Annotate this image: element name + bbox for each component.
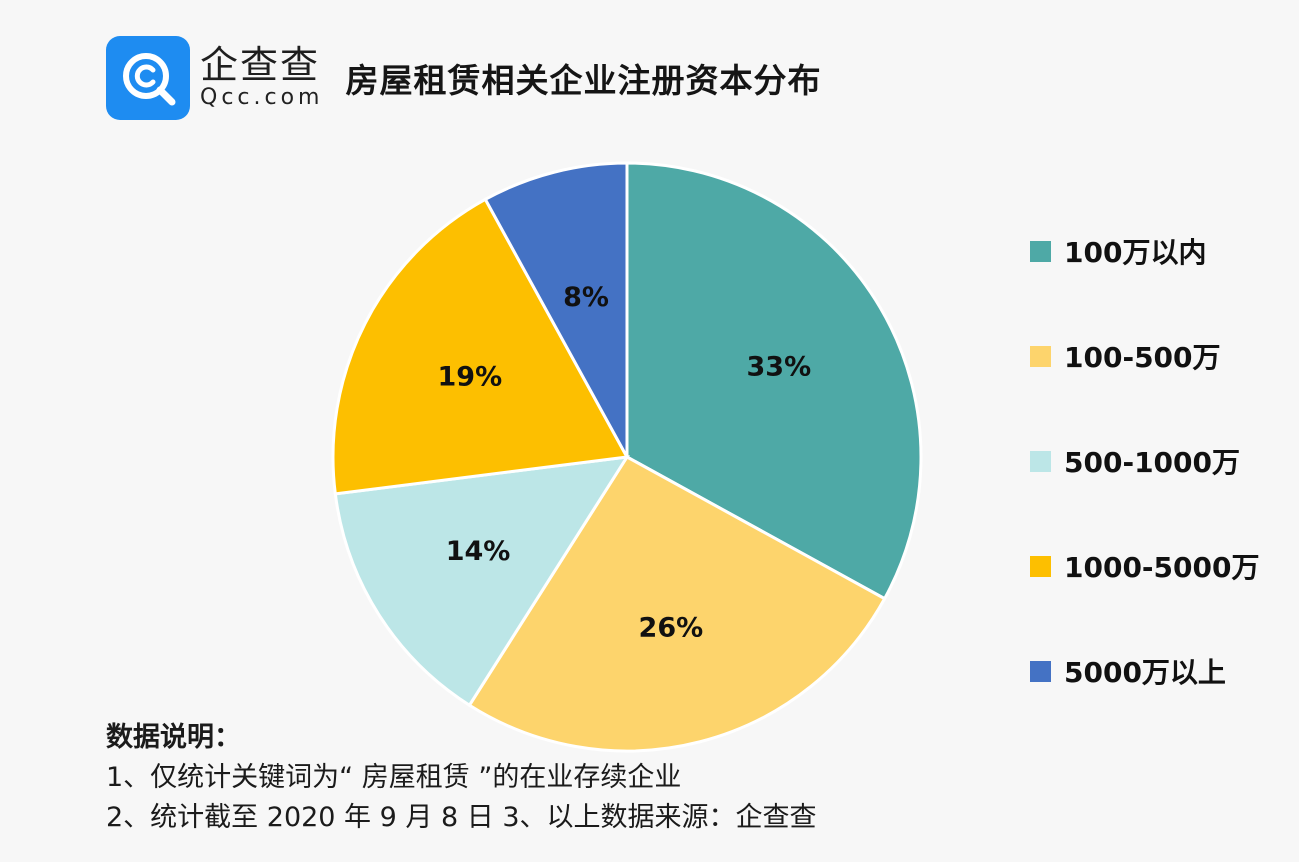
slice-100-500w [467,455,887,753]
chart-title: 房屋租赁相关企业注册资本分布 [345,61,822,100]
legend-label: 100万以内 [1064,236,1207,269]
pie-data-label: 33% [747,352,812,383]
data-notes: 数据说明： 1、仅统计关键词为“ 房屋租赁 ”的在业存续企业 2、统计截至 20… [106,718,817,838]
pie-data-label: 14% [446,536,511,567]
legend-swatch [1030,345,1051,367]
legend: 100万以内 100-500万 500-1000万 1000-5000万 500… [1030,226,1295,751]
logo-text: 企查查 Qcc.com [200,36,324,120]
header: 企查查 Qcc.com 房屋租赁相关企业注册资本分布 [106,36,822,120]
pie-data-labels: 33% 26% 14% 19% 8% [438,282,812,643]
pie-slices [331,161,923,753]
legend-label: 500-1000万 [1064,446,1240,479]
pie-data-label: 26% [639,612,704,643]
legend-label: 1000-5000万 [1064,551,1260,584]
slice-500-1000w [333,455,630,708]
qcc-logo-icon [106,36,190,120]
notes-heading: 数据说明： [106,722,241,753]
pie-data-label: 8% [563,282,609,313]
legend-swatch [1030,240,1051,262]
logo-name: 企查查 [200,43,321,87]
slice-under-100w [625,161,923,601]
legend-item: 1000-5000万 [1030,541,1295,591]
legend-item: 100万以内 [1030,226,1295,276]
legend-item: 5000万以上 [1030,646,1295,696]
logo-domain: Qcc.com [200,85,324,110]
magnifier-q-icon [123,53,176,106]
legend-swatch [1030,660,1051,682]
legend-item: 100-500万 [1030,331,1295,381]
notes-line-2: 2、统计截至 2020 年 9 月 8 日 3、以上数据来源：企查查 [106,802,817,833]
pie-data-label: 19% [438,361,503,392]
legend-swatch [1030,555,1051,577]
slice-over-5000w [483,161,629,458]
legend-label: 100-500万 [1064,341,1221,374]
notes-line-1: 1、仅统计关键词为“ 房屋租赁 ”的在业存续企业 [106,762,682,793]
legend-label: 5000万以上 [1064,656,1226,689]
legend-swatch [1030,450,1051,472]
legend-item: 500-1000万 [1030,436,1295,486]
slice-1000-5000w [331,197,630,496]
